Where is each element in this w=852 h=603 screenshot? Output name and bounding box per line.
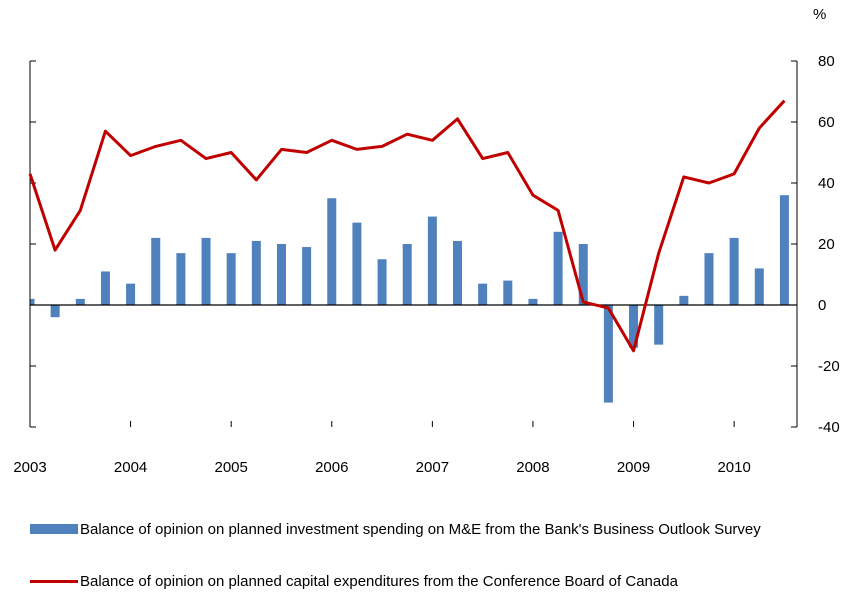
legend-line-swatch [30,572,78,583]
y-tick-label: 0 [818,297,826,314]
bar [754,268,764,305]
bar [729,237,739,305]
x-tick-label: 2008 [516,459,549,476]
chart: 80 60 40 20 0 -20 -40 2003 2004 2005 2006 2007 2008 2… [13,6,839,476]
bar [302,247,312,305]
x-tick-label: 2004 [114,459,147,476]
bar [654,305,664,345]
y-tick-label: 40 [818,175,835,192]
bar [226,253,236,305]
bar [402,244,412,305]
bar [427,216,437,305]
legend-bar-swatch [30,520,78,534]
x-tick-label: 2003 [13,459,46,476]
bar [75,298,85,305]
bar [528,298,538,305]
y-tick-label: -40 [818,419,840,436]
y-tick-label: 80 [818,53,835,70]
y-tick-label: -20 [818,358,840,375]
line-series [28,99,786,353]
bar [553,231,563,305]
y-tick-label: 20 [818,236,835,253]
bar [276,244,286,305]
bar [453,240,463,305]
legend-item-bars: Balance of opinion on planned investment… [30,520,820,539]
bar [201,237,211,305]
y-tick-label: 60 [818,114,835,131]
bar-series [30,195,789,403]
bar [478,283,488,305]
bar [779,195,789,305]
bar [30,298,35,305]
tick-labels: 80 60 40 20 0 -20 -40 2003 2004 2005 2006 2007 2008 2… [13,53,839,476]
axis-ticks [29,60,797,428]
bar [352,222,362,305]
bar [151,237,161,305]
bar [50,305,60,318]
bar [603,305,613,403]
bar [176,253,186,305]
bar [126,283,136,305]
x-tick-label: 2005 [214,459,247,476]
bar [578,244,588,305]
bar [503,280,513,305]
x-tick-label: 2010 [717,459,750,476]
bar [377,259,387,305]
bar [704,253,714,305]
bar [629,305,639,348]
x-tick-label: 2009 [617,459,650,476]
x-tick-label: 2006 [315,459,348,476]
legend-label-line: Balance of opinion on planned capital ex… [80,573,678,590]
legend-label-bars: Balance of opinion on planned investment… [80,521,761,538]
bar [251,240,261,305]
bar [327,198,337,305]
legend-item-line: Balance of opinion on planned capital ex… [30,572,820,591]
bar [100,271,110,305]
x-tick-label: 2007 [416,459,449,476]
y-unit-label: % [813,6,826,23]
bar [679,295,689,305]
